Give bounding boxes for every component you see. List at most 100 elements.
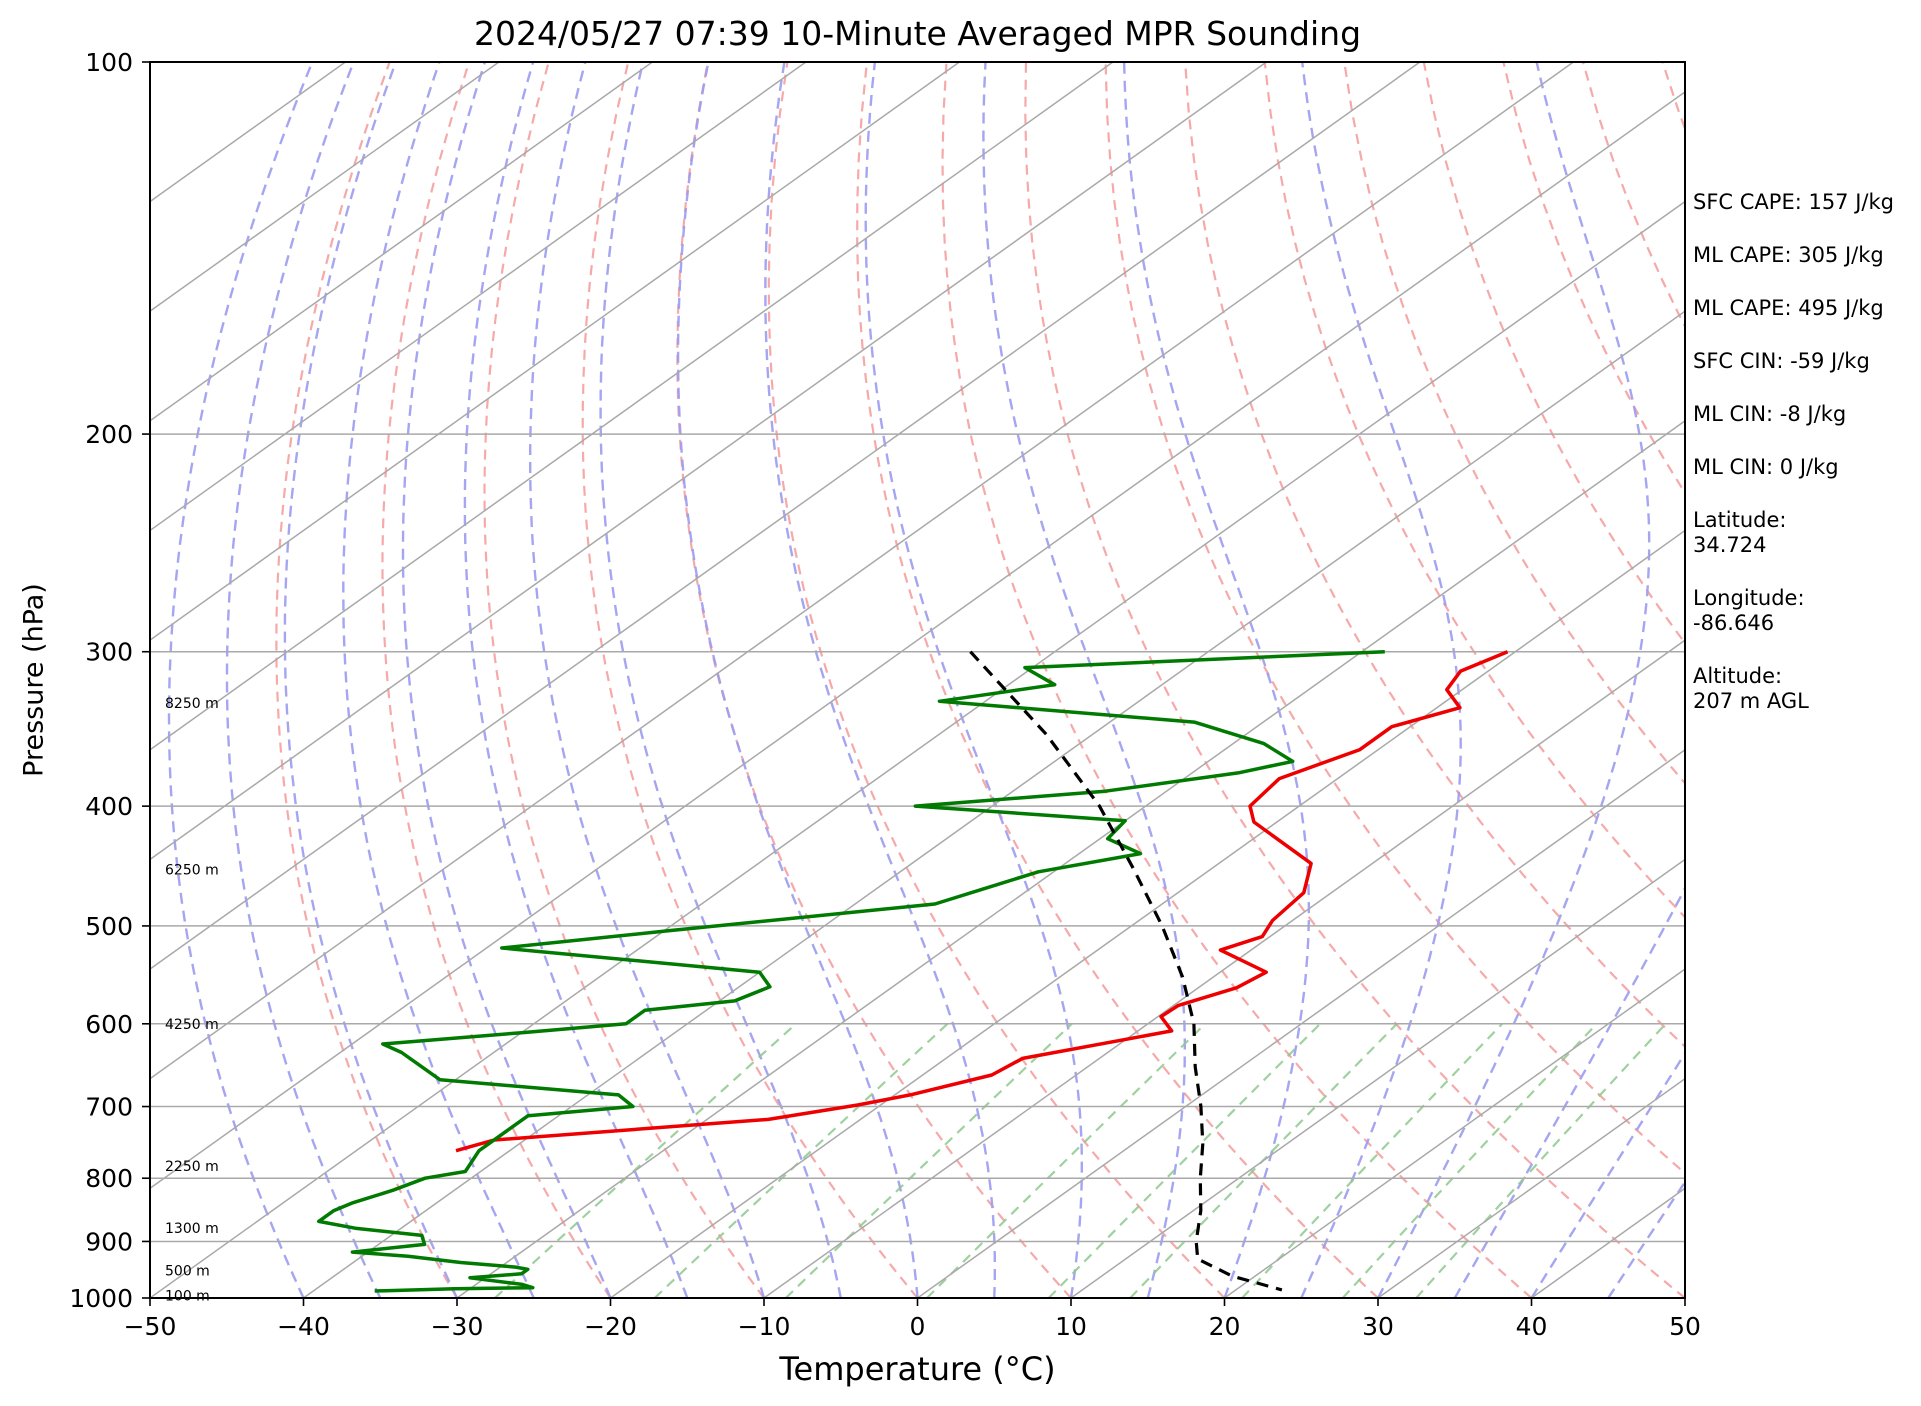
moist-adiabat — [225, 62, 382, 1298]
x-tick-label: 30 — [1362, 1312, 1394, 1341]
x-tick-label: 0 — [910, 1312, 926, 1341]
moist-adiabat — [1376, 62, 1651, 1298]
y-tick-label: 500 — [85, 912, 133, 941]
height-label: 500 m — [165, 1263, 210, 1279]
isotherm — [917, 748, 1685, 1298]
mixing-ratio-line — [1341, 1023, 1598, 1298]
dry-adiabat — [275, 62, 458, 1298]
height-label: 2250 m — [165, 1159, 219, 1175]
x-tick-label: 10 — [1055, 1312, 1087, 1341]
isotherm — [456, 419, 1685, 1298]
isotherm — [150, 62, 346, 203]
mixing-ratio-line — [785, 1023, 1073, 1298]
moist-adiabat — [283, 62, 459, 1298]
longitude: Longitude: -86.646 — [1693, 586, 1805, 635]
dry-adiabat — [941, 62, 1533, 1298]
dry-adiabat — [1422, 62, 1685, 645]
x-tick-label: −40 — [277, 1312, 330, 1341]
dry-adiabat — [1184, 62, 1685, 1049]
dry-adiabat — [1104, 62, 1685, 1175]
x-tick-label: −30 — [431, 1312, 484, 1341]
latitude: Latitude: 34.724 — [1693, 508, 1787, 557]
background-lines — [150, 62, 1685, 1298]
moist-adiabat — [1453, 885, 1685, 1298]
isotherm — [150, 91, 1685, 1190]
dry-adiabat — [856, 62, 1379, 1298]
x-axis-label: Temperature (°C) — [779, 1350, 1056, 1388]
moist-adiabat — [167, 62, 314, 1298]
y-tick-label: 200 — [85, 420, 133, 449]
isotherm — [1224, 968, 1685, 1298]
y-tick-label: 1000 — [69, 1284, 133, 1313]
dry-adiabat — [676, 62, 1072, 1298]
x-tick-label: 50 — [1669, 1312, 1701, 1341]
dry-adiabat — [381, 62, 612, 1298]
x-tick-label: 20 — [1209, 1312, 1241, 1341]
moist-adiabat — [342, 62, 535, 1298]
chart-title: 2024/05/27 07:39 10-Minute Averaged MPR … — [473, 14, 1362, 53]
isotherm — [150, 62, 1421, 970]
isotherm — [150, 200, 1685, 1298]
isotherm — [150, 62, 807, 532]
isotherm — [1070, 858, 1685, 1298]
ml-cin-1: ML CIN: -8 J/kg — [1693, 402, 1847, 426]
height-label: 6250 m — [165, 862, 219, 878]
y-tick-label: 400 — [85, 792, 133, 821]
parcel-profile — [969, 650, 1283, 1292]
moist-adiabat — [1300, 62, 1462, 1298]
mixing-ratio-line — [1415, 1023, 1667, 1298]
y-tick-label: 700 — [85, 1093, 133, 1122]
isotherm — [150, 62, 1574, 1080]
x-tick-label: −20 — [584, 1312, 637, 1341]
ml-cape-2: ML CAPE: 495 J/kg — [1693, 296, 1884, 320]
isotherm — [150, 62, 960, 642]
temperature-profile — [455, 650, 1509, 1153]
y-tick-label: 100 — [85, 48, 133, 77]
dry-adiabat — [483, 62, 765, 1298]
y-tick-label: 600 — [85, 1010, 133, 1039]
height-labels: 8250 m 6250 m 4250 m 2250 m 1300 m 500 m 100 m — [165, 696, 219, 1304]
height-label: 4250 m — [165, 1017, 219, 1033]
isotherm — [610, 529, 1685, 1298]
dry-adiabat — [581, 62, 919, 1298]
isotherm — [1377, 1077, 1685, 1298]
isotherm — [763, 639, 1685, 1298]
sounding-profiles — [316, 649, 1509, 1293]
isotherm — [150, 62, 1114, 751]
moist-adiabat — [676, 62, 919, 1298]
indices-panel: SFC CAPE: 157 J/kg ML CAPE: 305 J/kg ML … — [1693, 190, 1921, 742]
height-label: 1300 m — [165, 1221, 219, 1237]
moist-adiabat — [529, 62, 766, 1298]
y-axis-label: Pressure (hPa) — [18, 583, 50, 777]
moist-adiabat — [982, 62, 1186, 1298]
height-label: 100 m — [165, 1288, 210, 1304]
x-tick-label: 40 — [1516, 1312, 1548, 1341]
moist-adiabat — [401, 62, 612, 1298]
altitude: Altitude: 207 m AGL — [1693, 664, 1809, 713]
ml-cape-1: ML CAPE: 305 J/kg — [1693, 243, 1884, 267]
x-tick-label: −50 — [124, 1312, 177, 1341]
dry-adiabat — [1024, 62, 1685, 1298]
dry-adiabat — [767, 62, 1226, 1298]
mixing-ratio-line — [926, 1023, 1207, 1298]
y-tick-label: 900 — [85, 1227, 133, 1256]
mixing-ratio-line — [1129, 1023, 1398, 1298]
axes: −50 −40 −30 −20 −10 0 10 20 30 40 50 100 200 300 400 50… — [69, 48, 1701, 1341]
isotherm — [150, 62, 1267, 861]
mixing-ratio-line — [653, 1022, 949, 1298]
dewpoint-profile — [316, 649, 1385, 1293]
height-label: 8250 m — [165, 696, 219, 712]
moist-adiabat — [1122, 62, 1311, 1298]
sfc-cape: SFC CAPE: 157 J/kg — [1693, 190, 1894, 214]
ml-cin-2: ML CIN: 0 J/kg — [1693, 455, 1839, 479]
isotherm — [150, 62, 500, 313]
x-tick-label: −10 — [738, 1312, 791, 1341]
y-tick-label: 300 — [85, 638, 133, 667]
moist-adiabat — [463, 62, 689, 1298]
mixing-ratio-line — [1047, 1023, 1321, 1298]
y-tick-label: 800 — [85, 1164, 133, 1193]
moist-adiabat — [599, 62, 842, 1298]
moist-adiabat — [764, 62, 996, 1298]
sfc-cin: SFC CIN: -59 J/kg — [1693, 349, 1870, 373]
